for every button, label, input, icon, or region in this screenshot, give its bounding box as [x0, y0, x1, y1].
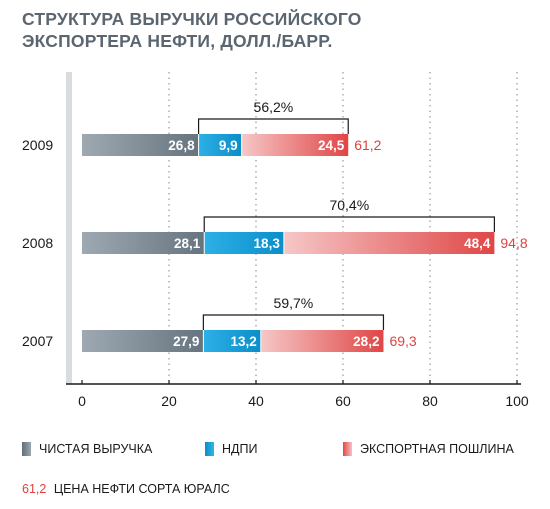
- tax-share-bracket: [202, 314, 385, 330]
- total-label: 61,2: [354, 137, 381, 153]
- bar-value-label: 24,5: [318, 138, 345, 153]
- category-label: 2008: [22, 235, 53, 251]
- tax-share-bracket: [197, 118, 349, 134]
- bar-segment: [82, 232, 205, 254]
- bar-segment: [260, 330, 384, 352]
- legend: ЧИСТАЯ ВЫРУЧКА НДПИ ЭКСПОРТНАЯ ПОШЛИНА: [22, 442, 542, 462]
- x-tick-label: 60: [335, 393, 351, 409]
- bar-value-label: 9,9: [219, 138, 238, 153]
- bar-value-label: 28,1: [174, 236, 201, 251]
- legend-swatch-mineral-tax: [205, 442, 214, 456]
- x-tick-label: 20: [161, 393, 177, 409]
- bar-segment: [241, 134, 349, 156]
- bar-value-label: 48,4: [464, 236, 491, 251]
- tax-share-label: 56,2%: [254, 99, 294, 115]
- bar-value-label: 26,8: [168, 138, 195, 153]
- x-tick-label: 100: [505, 393, 529, 409]
- bar-segment: [283, 232, 495, 254]
- title-line-2: ЭКСПОРТЕРА НЕФТИ, ДОЛЛ./БАРР.: [22, 31, 333, 51]
- bar-value-label: 27,9: [173, 334, 199, 349]
- tax-share-label: 70,4%: [329, 197, 369, 213]
- legend-swatch-export-duty: [343, 442, 352, 456]
- total-label: 69,3: [389, 333, 416, 349]
- bar-value-label: 18,3: [254, 236, 281, 251]
- bar-value-label: 13,2: [231, 334, 257, 349]
- price-note-text: ЦЕНА НЕФТИ СОРТА ЮРАЛС: [53, 482, 230, 496]
- tax-share-label: 59,7%: [274, 295, 314, 311]
- category-label: 2007: [22, 333, 53, 349]
- total-label: 94,8: [500, 235, 527, 251]
- legend-item-mineral-tax: НДПИ: [205, 442, 257, 456]
- bar-segment: [203, 330, 261, 352]
- x-tick-label: 40: [248, 393, 264, 409]
- legend-label-mineral-tax: НДПИ: [222, 442, 258, 456]
- bar-segment: [82, 330, 204, 352]
- x-tick-label: 0: [78, 393, 86, 409]
- category-band: [66, 72, 72, 384]
- legend-swatch-net-revenue: [22, 442, 31, 456]
- bar-segment: [198, 134, 242, 156]
- bar-segment: [204, 232, 284, 254]
- price-note: 61,2 ЦЕНА НЕФТИ СОРТА ЮРАЛС: [22, 482, 230, 496]
- category-label: 2009: [22, 137, 53, 153]
- title-line-1: СТРУКТУРА ВЫРУЧКИ РОССИЙСКОГО: [22, 9, 362, 29]
- legend-item-net-revenue: ЧИСТАЯ ВЫРУЧКА: [22, 442, 152, 456]
- bar-value-label: 28,2: [353, 334, 379, 349]
- chart-title: СТРУКТУРА ВЫРУЧКИ РОССИЙСКОГО ЭКСПОРТЕРА…: [22, 8, 522, 52]
- x-tick-label: 80: [422, 393, 438, 409]
- legend-label-export-duty: ЭКСПОРТНАЯ ПОШЛИНА: [360, 442, 514, 456]
- price-note-value: 61,2: [22, 482, 47, 496]
- legend-item-export-duty: ЭКСПОРТНАЯ ПОШЛИНА: [343, 442, 514, 456]
- bar-segment: [82, 134, 199, 156]
- tax-share-bracket: [203, 216, 495, 232]
- legend-label-net-revenue: ЧИСТАЯ ВЫРУЧКА: [39, 442, 153, 456]
